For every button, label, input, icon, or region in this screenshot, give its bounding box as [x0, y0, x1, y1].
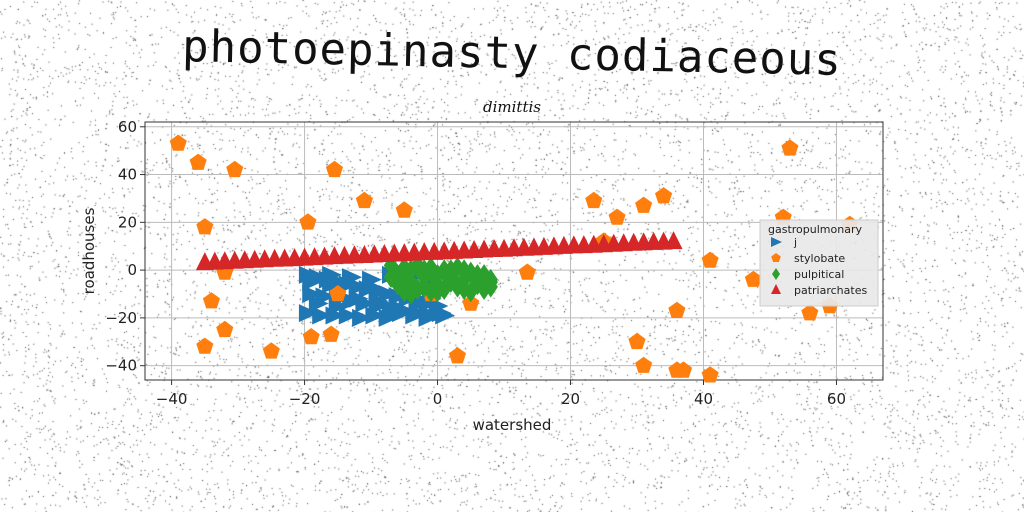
data-point — [328, 296, 349, 315]
data-point — [664, 231, 683, 250]
data-point — [302, 328, 320, 345]
x-tick-label: −40 — [156, 390, 188, 408]
data-point — [378, 308, 399, 327]
data-point — [675, 361, 693, 378]
data-point — [585, 191, 603, 209]
data-point — [430, 280, 445, 303]
data-point — [169, 134, 187, 151]
data-point — [655, 187, 673, 204]
data-point — [325, 160, 343, 178]
data-point — [226, 160, 244, 178]
legend-marker — [771, 284, 781, 294]
series-patriarchates — [195, 231, 683, 271]
legend-title: gastropulmonary — [768, 223, 862, 236]
data-point — [470, 268, 485, 291]
y-tick-label: −40 — [105, 357, 137, 375]
data-point — [635, 356, 653, 373]
legend: gastropulmonary j stylobate pulpitical patr… — [759, 219, 879, 307]
data-point — [463, 280, 478, 303]
data-point — [216, 320, 234, 338]
data-point — [403, 283, 419, 305]
data-point — [262, 342, 280, 359]
data-point — [302, 273, 323, 292]
data-point — [456, 278, 472, 301]
plot-frame — [144, 121, 884, 381]
data-point — [801, 304, 819, 321]
y-tick-label: 60 — [118, 118, 137, 136]
data-point — [348, 277, 369, 296]
data-point — [322, 325, 340, 342]
data-point — [196, 218, 214, 235]
data-point — [443, 266, 459, 289]
data-point — [744, 270, 762, 287]
data-point — [312, 306, 332, 325]
y-tick-label: −20 — [105, 309, 137, 327]
axis-ticks: −40 −20 0 20 40 60 −40 −20 0 20 40 60 — [105, 118, 846, 408]
data-point — [388, 299, 409, 318]
x-tick-label: 40 — [694, 390, 713, 408]
x-tick-label: −20 — [289, 390, 321, 408]
y-tick-label: 40 — [118, 166, 137, 184]
x-tick-label: 20 — [561, 390, 580, 408]
data-point — [781, 139, 799, 156]
data-point — [338, 306, 359, 325]
x-tick-label: 0 — [433, 390, 443, 408]
data-point — [329, 285, 347, 302]
data-point — [397, 256, 412, 279]
data-point — [196, 337, 214, 354]
data-point — [448, 347, 466, 364]
y-tick-label: 20 — [118, 213, 137, 231]
data-point — [635, 196, 653, 213]
data-point — [189, 153, 207, 170]
legend-marker — [771, 237, 782, 247]
legend-label: stylobate — [794, 252, 845, 265]
y-tick-label: 0 — [127, 261, 137, 279]
data-point — [362, 277, 382, 296]
data-point — [302, 285, 323, 303]
data-point — [417, 266, 432, 289]
data-point — [701, 366, 719, 383]
data-point — [518, 263, 536, 280]
legend-label: patriarchates — [794, 284, 867, 297]
x-tick-label: 60 — [827, 390, 846, 408]
data-point — [418, 308, 439, 327]
data-point — [388, 287, 409, 306]
data-point — [298, 304, 319, 323]
chart-title: dimittis — [483, 98, 541, 116]
data-point — [628, 332, 646, 350]
series-pulpitical — [383, 254, 498, 305]
legend-marker — [772, 268, 780, 280]
data-point — [701, 251, 719, 268]
data-point — [348, 289, 369, 308]
data-point — [308, 294, 329, 313]
legend-label: j — [793, 236, 797, 249]
y-axis-label: roadhouses — [80, 207, 98, 294]
data-marks — [169, 134, 859, 383]
data-point — [202, 292, 220, 309]
data-point — [378, 285, 399, 303]
legend-label: pulpitical — [794, 268, 844, 281]
data-point — [395, 201, 413, 218]
data-point — [355, 191, 373, 209]
data-point — [368, 292, 389, 311]
data-point — [342, 268, 362, 287]
data-point — [462, 294, 480, 311]
data-point — [483, 271, 498, 293]
data-point — [322, 265, 342, 284]
data-point — [365, 306, 386, 325]
data-point — [608, 208, 626, 225]
data-point — [299, 213, 317, 230]
data-point — [390, 268, 405, 291]
x-axis-label: watershed — [473, 416, 552, 434]
data-point — [352, 308, 372, 327]
data-point — [668, 301, 686, 318]
legend-marker — [771, 253, 781, 262]
data-point — [431, 304, 452, 323]
